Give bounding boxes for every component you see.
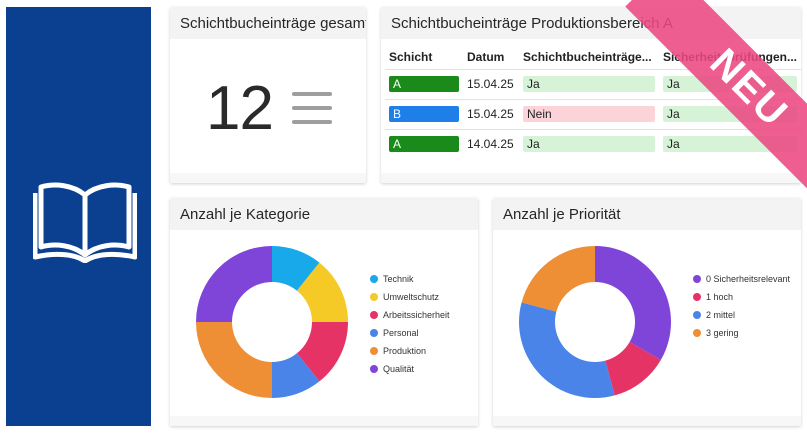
donut-slice-arbeitssicherheit[interactable] xyxy=(296,322,348,382)
priority-legend: 0 Sicherheitsrelevant 1 hoch 2 mittel 3 ger… xyxy=(693,270,790,342)
total-entries-card[interactable]: Schichtbucheinträge gesamt 12 xyxy=(170,7,366,183)
legend-dot xyxy=(370,365,378,373)
column-header-safety-checks[interactable]: Sicherheitsprüfungen... xyxy=(662,49,797,64)
book-open-icon xyxy=(33,182,137,263)
donut-slice-3-gering[interactable] xyxy=(521,246,595,312)
table-row[interactable]: A 14.04.25 Ja Ja xyxy=(385,128,801,159)
legend-dot xyxy=(693,293,701,301)
legend-item[interactable]: Personal xyxy=(370,324,450,342)
legend-item[interactable]: 3 gering xyxy=(693,324,790,342)
list-icon xyxy=(292,92,332,126)
donut-slice-2-mittel[interactable] xyxy=(519,302,615,398)
date-cell: 14.04.25 xyxy=(463,128,520,159)
legend-label: Personal xyxy=(383,328,419,338)
legend-dot xyxy=(693,329,701,337)
donut-slice-umweltschutz[interactable] xyxy=(296,262,348,322)
check-value: Ja xyxy=(662,106,797,122)
column-header-entries[interactable]: Schichtbucheinträge... xyxy=(523,49,652,64)
legend-dot xyxy=(370,311,378,319)
legend-dot xyxy=(370,329,378,337)
legend-dot xyxy=(370,275,378,283)
shift-badge: A xyxy=(389,76,459,92)
priority-donut-chart xyxy=(519,246,671,398)
column-header-date[interactable]: Datum xyxy=(467,49,505,64)
donut-slice-personal[interactable] xyxy=(272,353,320,398)
category-chart-body: Technik Umweltschutz Arbeitssicherheit Pers… xyxy=(170,230,478,416)
donut-slice-0-sicherheitsrelevant[interactable] xyxy=(595,246,671,360)
shift-badge: B xyxy=(389,106,459,122)
donut-slice-produktion[interactable] xyxy=(196,322,272,398)
donut-slice-1-hoch[interactable] xyxy=(605,342,661,396)
priority-chart-body: 0 Sicherheitsrelevant 1 hoch 2 mittel 3 ger… xyxy=(493,230,801,416)
date-cell: 15.04.25 xyxy=(463,68,520,99)
table-row[interactable]: B 15.04.25 Nein Ja xyxy=(385,98,801,129)
total-entries-body: 12 xyxy=(170,39,366,173)
priority-chart-title: Anzahl je Priorität xyxy=(493,198,801,230)
entry-value: Ja xyxy=(523,136,655,153)
legend-item[interactable]: 2 mittel xyxy=(693,306,790,324)
shift-entries-table-title: Schichtbucheinträge Produktionsbereich A xyxy=(381,7,801,39)
legend-label: Arbeitssicherheit xyxy=(383,310,450,320)
donut-slice-technik[interactable] xyxy=(272,246,320,291)
shift-entries-table-body: Schicht Datum Schichtbucheinträge... Sic… xyxy=(381,39,801,173)
legend-item[interactable]: 1 hoch xyxy=(693,288,790,306)
category-donut-chart xyxy=(196,246,348,398)
total-entries-count: 12 xyxy=(206,74,274,143)
legend-dot xyxy=(693,275,701,283)
legend-dot xyxy=(693,311,701,319)
entry-value: Nein xyxy=(523,106,655,122)
entry-value: Ja xyxy=(523,76,655,92)
sidebar xyxy=(6,7,151,426)
total-entries-title: Schichtbucheinträge gesamt xyxy=(170,7,366,39)
shift-entries-table-card[interactable]: Schichtbucheinträge Produktionsbereich A… xyxy=(381,7,801,183)
legend-label: 0 Sicherheitsrelevant xyxy=(706,274,791,284)
priority-chart-card[interactable]: Anzahl je Priorität 0 Sicherheitsrelevan… xyxy=(493,198,801,426)
legend-item[interactable]: Umweltschutz xyxy=(370,288,450,306)
shift-badge: A xyxy=(389,136,459,153)
legend-dot xyxy=(370,347,378,355)
category-chart-card[interactable]: Anzahl je Kategorie Technik Umweltschutz A… xyxy=(170,198,478,426)
legend-item[interactable]: 0 Sicherheitsrelevant xyxy=(693,270,790,288)
check-value: Ja xyxy=(662,136,797,153)
legend-label: 1 hoch xyxy=(706,292,734,302)
table-row[interactable]: A 15.04.25 Ja Ja xyxy=(385,68,801,99)
legend-label: Umweltschutz xyxy=(383,292,440,302)
legend-label: Produktion xyxy=(383,346,427,356)
legend-dot xyxy=(370,293,378,301)
legend-item[interactable]: Arbeitssicherheit xyxy=(370,306,450,324)
donut-slice-qualität[interactable] xyxy=(196,246,272,322)
shift-entries-table: Schicht Datum Schichtbucheinträge... Sic… xyxy=(385,45,801,159)
legend-item[interactable]: Qualität xyxy=(370,360,450,378)
column-header-shift[interactable]: Schicht xyxy=(389,49,433,64)
category-legend: Technik Umweltschutz Arbeitssicherheit Pers… xyxy=(370,270,450,378)
date-cell: 15.04.25 xyxy=(463,98,520,129)
legend-item[interactable]: Technik xyxy=(370,270,450,288)
legend-label: Qualität xyxy=(383,364,415,374)
check-value: Ja xyxy=(662,76,797,92)
category-chart-title: Anzahl je Kategorie xyxy=(170,198,478,230)
legend-label: 3 gering xyxy=(706,328,739,338)
legend-label: Technik xyxy=(383,274,414,284)
legend-item[interactable]: Produktion xyxy=(370,342,450,360)
legend-label: 2 mittel xyxy=(706,310,736,320)
